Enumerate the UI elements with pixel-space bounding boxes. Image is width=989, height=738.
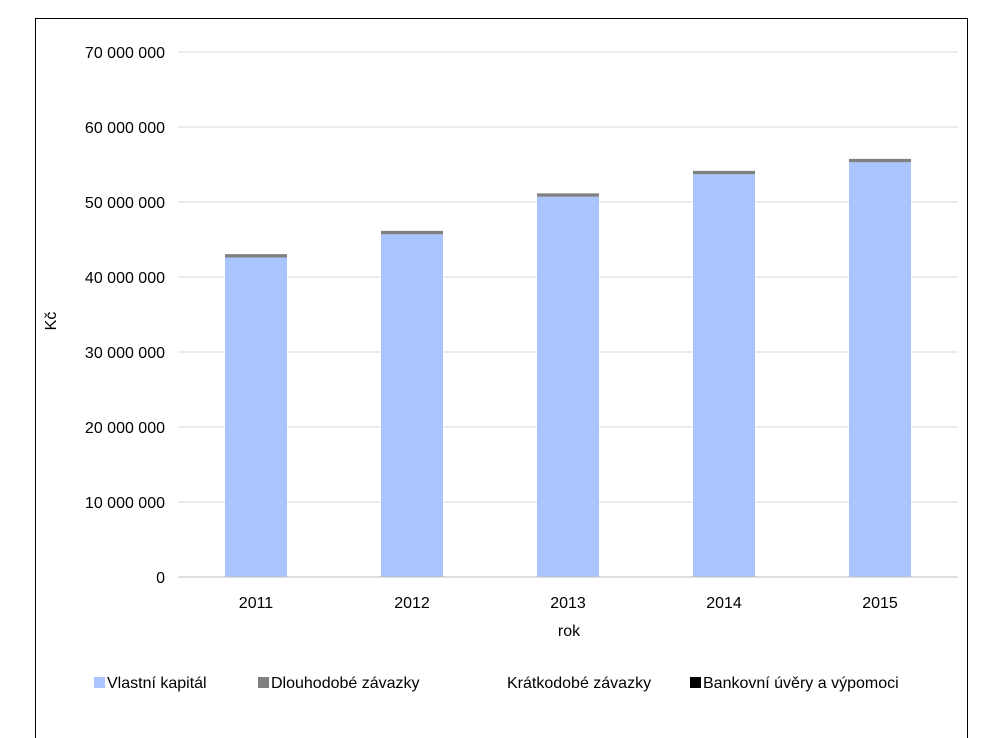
stacked-bar-chart: 0 10 000 000 20 000 000 30 000 000 40 000 00… [43,45,958,692]
x-tick-label: 2012 [394,595,430,612]
x-tick-label: 2013 [550,595,586,612]
legend-swatch [690,677,701,688]
y-tick-label: 0 [156,570,165,587]
legend-label: Vlastní kapitál [107,675,207,692]
legend-label: Dlouhodobé závazky [271,675,420,692]
y-tick-label: 30 000 000 [85,345,165,362]
legend-swatch [258,677,269,688]
bar-segment [693,174,755,577]
x-tick-label: 2014 [706,595,742,612]
y-tick-label: 70 000 000 [85,45,165,62]
bars [225,158,911,577]
legend-swatch [494,677,505,688]
y-tick-label: 60 000 000 [85,120,165,137]
x-tick-label: 2015 [862,595,898,612]
x-tick-label: 2011 [239,595,274,612]
bar-segment [225,257,287,577]
legend-label: Krátkodobé závazky [507,675,651,692]
legend-label: Bankovní úvěry a výpomoci [703,675,899,692]
bar-segment [537,196,599,577]
bar-segment [381,230,443,235]
y-tick-label: 40 000 000 [85,270,165,287]
bar-segment [381,234,443,577]
bar-segment [537,193,599,197]
bar-segment [693,170,755,175]
chart-frame: 0 10 000 000 20 000 000 30 000 000 40 000 00… [35,18,968,738]
y-axis-title: Kč [43,312,60,331]
x-axis-title: rok [558,623,581,640]
axes: 0 10 000 000 20 000 000 30 000 000 40 000 00… [85,45,958,612]
legend-swatch [94,677,105,688]
bar-segment [849,158,911,163]
legend: Vlastní kapitál Dlouhodobé závazky Krátkod… [94,675,899,692]
bar-segment [225,254,287,258]
y-tick-label: 20 000 000 [85,420,165,437]
bar-segment [849,162,911,577]
y-tick-label: 50 000 000 [85,195,165,212]
y-tick-label: 10 000 000 [85,495,165,512]
